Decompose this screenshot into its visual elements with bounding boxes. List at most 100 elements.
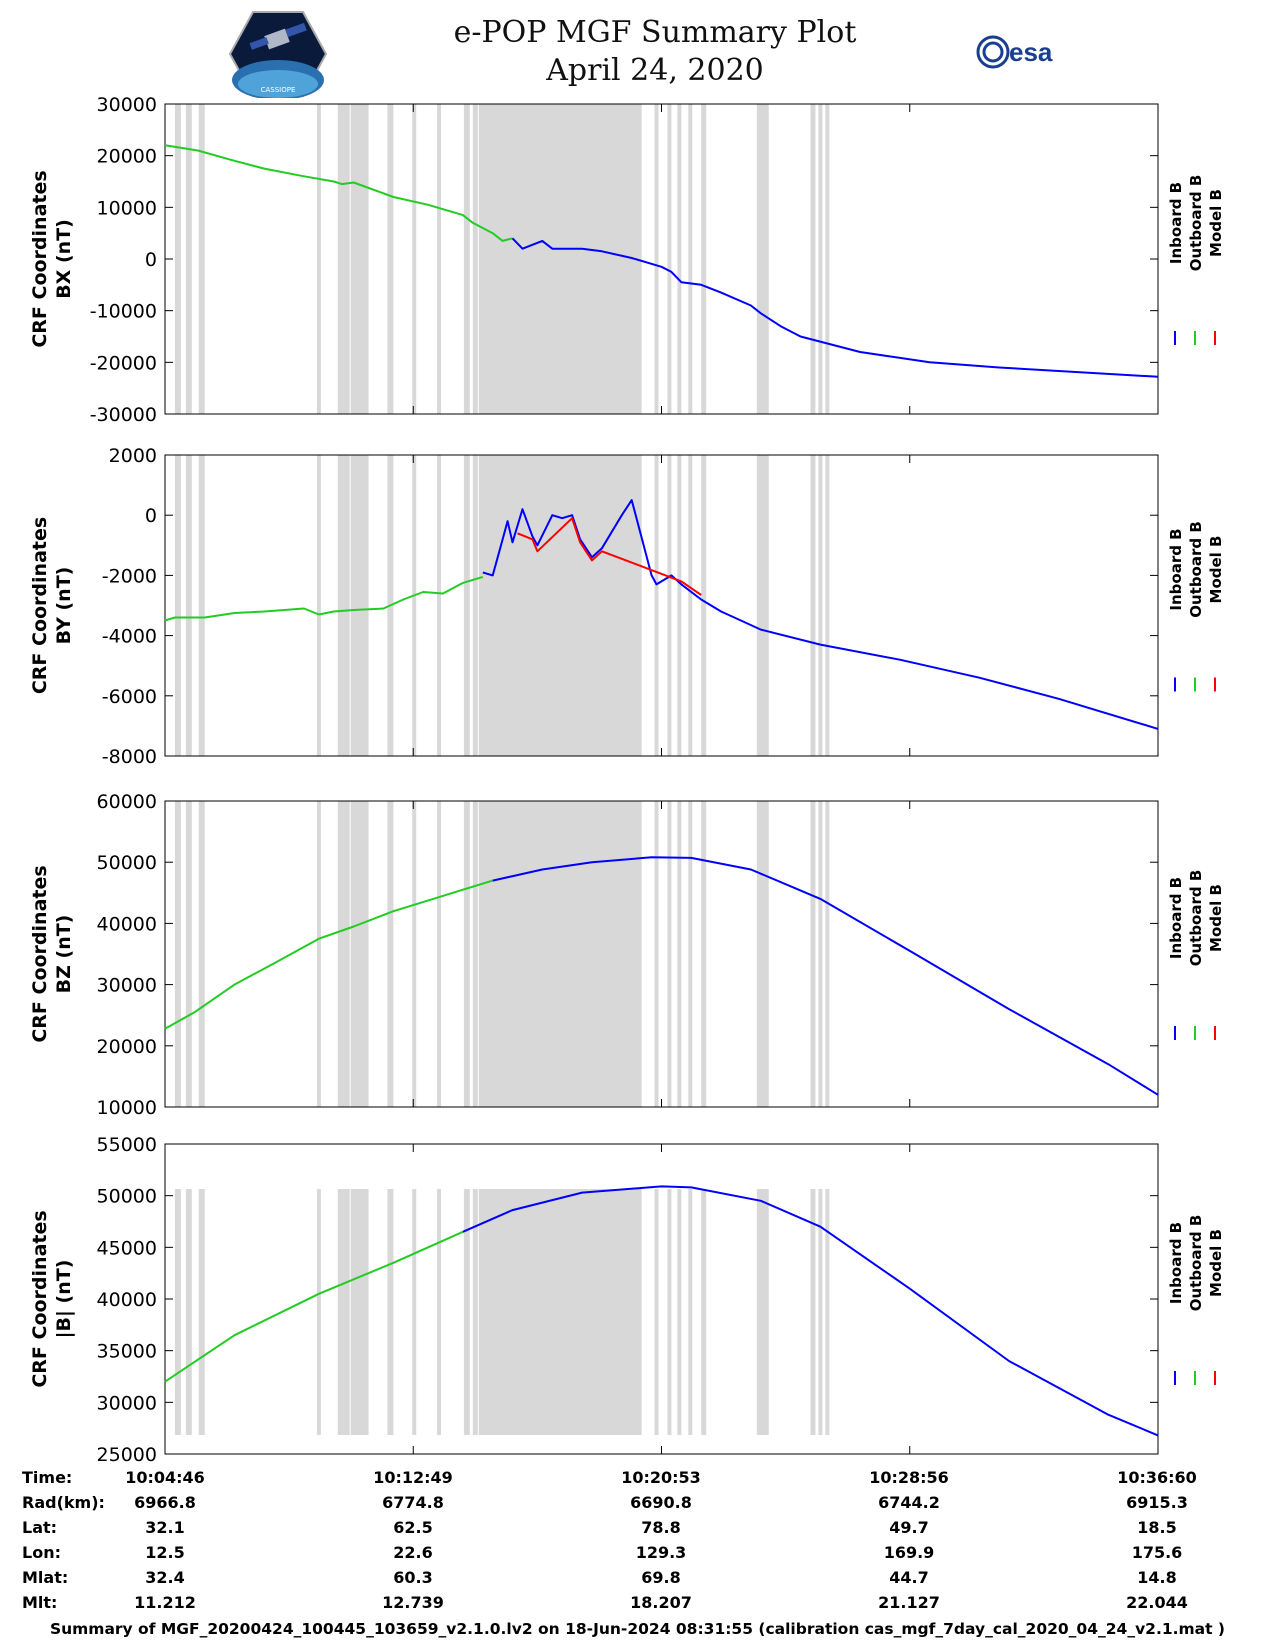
shade-band — [337, 1189, 350, 1435]
series-line-model-b — [517, 517, 702, 596]
shade-band — [350, 1189, 369, 1435]
panel-2: 2000 0 -2000 -4000 -6000 -8000 CRF Coordinates… — [29, 445, 1225, 768]
y-tick-label: -8000 — [102, 746, 157, 768]
shade-band — [472, 104, 478, 414]
info-cell: 49.7 — [889, 1518, 929, 1537]
plot-frame — [164, 454, 1159, 757]
y-tick-label: 20000 — [97, 1036, 157, 1058]
series-line-inboard-b — [482, 499, 1159, 730]
shade-band — [818, 801, 823, 1107]
shade-band — [825, 1189, 830, 1435]
shade-band — [701, 801, 707, 1107]
y-tick-label: 30000 — [97, 94, 157, 116]
shade-band — [316, 104, 321, 414]
shade-band — [818, 104, 823, 414]
shade-band — [825, 104, 830, 414]
shade-band — [810, 1189, 816, 1435]
legend-label: Outboard B — [1187, 870, 1205, 967]
shade-band — [174, 1189, 181, 1435]
y-axis-label: |B| (nT) — [53, 1260, 75, 1339]
esa-logo-text: esa — [1009, 37, 1053, 67]
y-axis-label: BX (nT) — [53, 219, 75, 299]
info-cell: 12.5 — [145, 1543, 185, 1562]
shade-band — [677, 801, 682, 1107]
shade-band — [654, 455, 659, 756]
y-tick-label: -4000 — [102, 626, 157, 648]
shade-band — [688, 455, 693, 756]
y-tick-label: -20000 — [90, 352, 157, 374]
shade-band — [677, 455, 682, 756]
shade-band — [756, 104, 769, 414]
shade-band — [818, 1189, 823, 1435]
info-cell: 18.5 — [1137, 1518, 1177, 1537]
series-line-outboard-b — [164, 1230, 464, 1383]
esa-logo: esa — [976, 35, 1053, 69]
shade-band — [350, 801, 369, 1107]
shade-band — [810, 801, 816, 1107]
info-cell: 6690.8 — [630, 1493, 692, 1512]
shade-band — [688, 104, 693, 414]
shade-band — [463, 1189, 470, 1435]
shade-band — [654, 801, 659, 1107]
y-tick-label: 30000 — [97, 975, 157, 997]
shade-band — [756, 455, 769, 756]
y-tick-label: 2000 — [109, 445, 157, 467]
shade-band — [654, 1189, 659, 1435]
shade-band — [472, 801, 478, 1107]
series-line-inboard-b — [462, 1185, 1159, 1437]
info-cell: 14.8 — [1137, 1568, 1177, 1587]
shade-band — [437, 801, 442, 1107]
legend-label: Inboard B — [1167, 1222, 1185, 1304]
cassiope-logo: CASSIOPE — [228, 11, 328, 98]
shade-band — [463, 455, 470, 756]
info-cell: 169.9 — [883, 1543, 935, 1562]
info-cell: 32.1 — [145, 1518, 185, 1537]
info-row-label: Mlt: — [22, 1593, 58, 1612]
shade-band — [412, 104, 417, 414]
info-cell: 10:28:56 — [869, 1468, 949, 1487]
y-tick-label: 55000 — [97, 1134, 157, 1156]
shade-band — [198, 801, 205, 1107]
info-cell: 21.127 — [878, 1593, 940, 1612]
shade-band — [701, 455, 707, 756]
plot-frame — [164, 1143, 1159, 1455]
series-line-inboard-b — [492, 856, 1159, 1096]
info-cell: 10:20:53 — [621, 1468, 701, 1487]
y-axis-label: CRF Coordinates — [29, 1210, 51, 1387]
info-cell: 32.4 — [145, 1568, 185, 1587]
shade-band — [185, 104, 192, 414]
shade-band — [337, 801, 350, 1107]
legend-label: Inboard B — [1167, 182, 1185, 264]
y-tick-label: 0 — [145, 505, 157, 527]
shade-band — [677, 104, 682, 414]
shade-band — [185, 455, 192, 756]
info-cell: 10:36:60 — [1117, 1468, 1197, 1487]
shade-band — [387, 104, 394, 414]
shade-band — [463, 801, 470, 1107]
info-cell: 78.8 — [641, 1518, 681, 1537]
y-axis-label: CRF Coordinates — [29, 170, 51, 347]
info-cell: 22.044 — [1126, 1593, 1188, 1612]
y-tick-label: 40000 — [97, 913, 157, 935]
info-cell: 10:12:49 — [373, 1468, 453, 1487]
info-cell: 6966.8 — [134, 1493, 196, 1512]
shade-band — [316, 455, 321, 756]
series-line-outboard-b — [164, 575, 484, 622]
shade-band — [412, 455, 417, 756]
info-cell: 10:04:46 — [125, 1468, 205, 1487]
y-tick-label: 0 — [145, 249, 157, 271]
shade-band — [198, 1189, 205, 1435]
y-axis-label: BZ (nT) — [53, 915, 75, 994]
shade-band — [688, 1189, 693, 1435]
legend-label: Model B — [1207, 189, 1225, 257]
shade-band — [437, 104, 442, 414]
info-cell: 62.5 — [393, 1518, 433, 1537]
shade-band — [412, 801, 417, 1107]
shade-band — [437, 455, 442, 756]
shade-band — [478, 455, 642, 756]
panel-4: 55000 50000 45000 40000 35000 30000 25000 CRF C… — [29, 1134, 1225, 1466]
info-row-label: Lat: — [22, 1518, 58, 1537]
shade-band — [688, 801, 693, 1107]
shade-band — [174, 104, 181, 414]
